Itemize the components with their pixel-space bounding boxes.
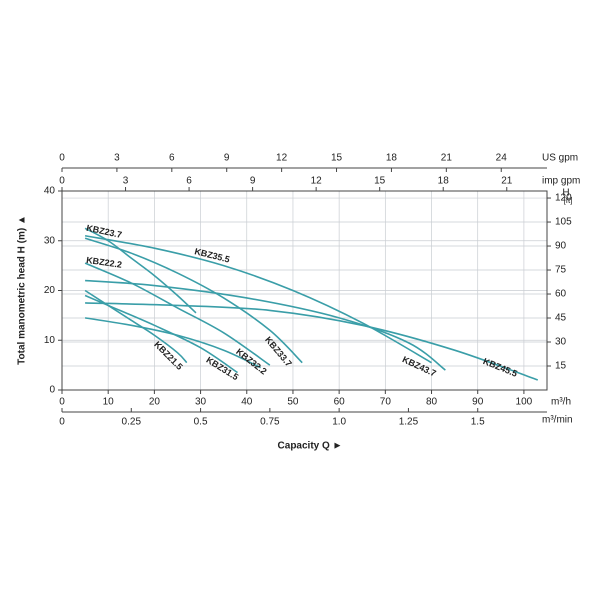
pump-curve	[84, 317, 261, 369]
y2-tick-label: 75	[555, 265, 567, 276]
axis-tick-label: 3	[114, 153, 120, 164]
y2-axis-title: H	[562, 188, 569, 199]
axis-unit: m³/min	[542, 415, 573, 426]
axis-tick-label: 0	[59, 417, 65, 428]
y2-tick-label: 60	[555, 289, 567, 300]
y-axis-title: Total manometric head H (m) ▲	[17, 215, 28, 365]
axis-tick-label: 21	[501, 176, 513, 187]
x-tick-label: 40	[241, 397, 253, 408]
x-axis-unit: m³/h	[551, 397, 571, 408]
axis-tick-label: 24	[496, 153, 508, 164]
x-tick-label: 20	[149, 397, 161, 408]
axis-tick-label: 0	[59, 153, 65, 164]
y2-tick-label: 15	[555, 361, 567, 372]
axis-tick-label: 1.5	[471, 417, 485, 428]
axis-tick-label: 6	[169, 153, 175, 164]
axis-tick-label: 18	[386, 153, 398, 164]
y-tick-label: 40	[44, 186, 56, 197]
x-tick-label: 50	[287, 397, 299, 408]
y2-tick-label: 90	[555, 241, 567, 252]
y2-tick-label: 30	[555, 337, 567, 348]
axis-tick-label: 3	[123, 176, 129, 187]
axis-tick-label: 15	[374, 176, 386, 187]
axis-tick-label: 6	[186, 176, 192, 187]
y2-tick-label: 120	[555, 193, 572, 204]
axis-tick-label: 18	[438, 176, 450, 187]
pump-curve	[84, 294, 238, 374]
x-tick-label: 10	[103, 397, 115, 408]
y-tick-label: 20	[44, 285, 56, 296]
axis-tick-label: 0	[59, 176, 65, 187]
y-tick-label: 10	[44, 335, 56, 346]
curve-label: KBZ22.2	[86, 255, 123, 270]
y-tick-label: 0	[49, 385, 55, 396]
x-tick-label: 90	[472, 397, 484, 408]
axis-tick-label: 1.25	[399, 417, 419, 428]
axis-tick-label: 9	[224, 153, 230, 164]
x-tick-label: 60	[334, 397, 346, 408]
axis-tick-label: 1.0	[332, 417, 346, 428]
axis-tick-label: 0.25	[122, 417, 142, 428]
y2-tick-label: 105	[555, 217, 572, 228]
axis-tick-label: 21	[441, 153, 453, 164]
x-tick-label: 100	[516, 397, 533, 408]
pump-curve	[84, 262, 271, 366]
axis-tick-label: 15	[331, 153, 343, 164]
axis-tick-label: 12	[276, 153, 288, 164]
x-axis-title: Capacity Q ►	[278, 441, 343, 452]
x-tick-label: 0	[59, 397, 65, 408]
x-tick-label: 80	[426, 397, 438, 408]
y2-axis-unit: [ft]	[564, 196, 573, 205]
x-tick-label: 70	[380, 397, 392, 408]
axis-unit: US gpm	[542, 153, 578, 164]
axis-unit: imp gpm	[542, 176, 580, 187]
x-tick-label: 30	[195, 397, 207, 408]
pump-curve	[84, 237, 303, 364]
y-tick-label: 30	[44, 235, 56, 246]
axis-tick-label: 0.75	[260, 417, 280, 428]
axis-tick-label: 0.5	[194, 417, 208, 428]
axis-tick-label: 12	[311, 176, 323, 187]
axis-tick-label: 9	[250, 176, 256, 187]
pump-curve	[85, 302, 539, 381]
y2-tick-label: 45	[555, 313, 567, 324]
pump-curve	[85, 279, 446, 371]
